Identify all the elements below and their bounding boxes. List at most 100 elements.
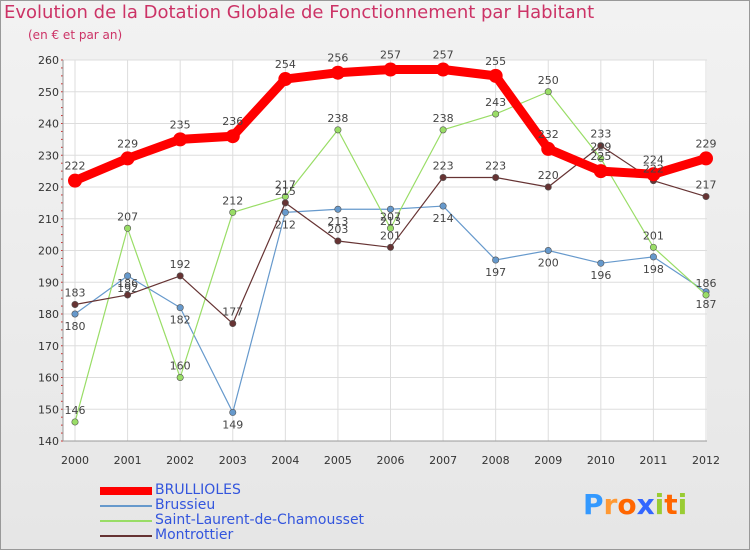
data-label: 232 [538,128,559,141]
data-label: 197 [485,266,506,279]
y-tick-label: 240 [38,118,59,131]
data-label: 214 [433,212,454,225]
legend-item: Saint-Laurent-de-Chamousset [100,513,420,528]
data-label: 256 [327,52,348,65]
data-point [649,253,657,261]
y-tick-label: 170 [38,340,59,353]
data-label: 229 [696,137,717,150]
proxiti-logo: Proxiti [583,488,687,521]
data-point [229,408,237,416]
x-tick-label: 2010 [587,454,615,467]
x-tick-label: 2008 [482,454,510,467]
logo-letter: t [664,488,678,521]
y-tick-label: 260 [38,54,59,67]
data-label: 220 [538,169,559,182]
data-label: 222 [65,160,86,173]
legend-item: Montrottier [100,528,420,543]
data-point [173,132,188,147]
data-point [439,202,447,210]
data-label: 198 [643,263,664,276]
legend: BRULLIOLES Brussieu Saint-Laurent-de-Chamo… [100,483,420,543]
data-label: 183 [65,286,86,299]
x-tick-label: 2003 [219,454,247,467]
data-point [383,62,398,77]
logo-letter: i [677,488,688,521]
legend-swatch [100,535,152,537]
data-label: 146 [65,404,86,417]
x-tick-label: 2002 [166,454,194,467]
data-label: 238 [327,112,348,125]
data-label: 235 [170,118,191,131]
data-label: 229 [590,140,611,153]
data-label: 201 [380,229,401,242]
data-label: 224 [643,153,664,166]
data-label: 229 [117,137,138,150]
data-point [68,173,82,188]
data-point [229,208,237,216]
data-label: 223 [433,159,454,172]
data-label: 217 [275,179,296,192]
legend-swatch [100,487,152,495]
data-point [593,164,608,179]
y-tick-label: 210 [38,213,59,226]
data-point [386,243,394,251]
x-tick-label: 2006 [377,454,405,467]
data-label: 217 [696,179,717,192]
data-label: 201 [643,229,664,242]
logo-letter: r [603,488,618,521]
data-label: 243 [485,96,506,109]
data-label: 186 [696,277,717,290]
data-point [334,205,342,213]
data-label: 212 [275,218,296,231]
data-point [492,110,500,118]
data-point [281,208,289,216]
data-point [176,304,184,312]
logo-letter: i [654,488,665,521]
data-point [492,173,500,181]
y-tick-label: 200 [38,245,59,258]
data-point [120,151,135,166]
data-point [702,291,710,299]
data-label: 212 [222,194,243,207]
x-tick-label: 2001 [114,454,142,467]
data-label: 196 [590,269,611,282]
data-point [334,237,342,245]
data-point [597,142,605,150]
data-point [176,272,184,280]
data-point [436,62,451,77]
data-point [176,373,184,381]
data-label: 192 [170,258,191,271]
data-label: 187 [696,298,717,311]
x-tick-label: 2004 [271,454,299,467]
legend-swatch [100,505,152,507]
data-label: 233 [590,128,611,141]
data-point [124,291,132,299]
data-point [541,141,556,156]
y-tick-label: 220 [38,181,59,194]
data-point [439,173,447,181]
data-point [492,256,500,264]
data-label: 149 [222,418,243,431]
y-tick-label: 190 [38,276,59,289]
data-label: 223 [485,159,506,172]
data-point [439,126,447,134]
y-tick-label: 230 [38,149,59,162]
legend-label: Montrottier [155,527,234,543]
chart-subtitle: (en € et par an) [28,28,123,42]
data-point [71,310,79,318]
legend-item: BRULLIOLES [100,483,420,498]
data-label: 200 [538,257,559,270]
logo-letter: o [617,488,637,521]
x-tick-label: 2012 [692,454,720,467]
x-tick-label: 2000 [61,454,89,467]
x-tick-label: 2011 [639,454,667,467]
data-point [330,65,345,80]
x-tick-label: 2005 [324,454,352,467]
data-label: 182 [170,314,191,327]
data-point [699,151,713,166]
data-point [597,259,605,267]
y-tick-label: 160 [38,372,59,385]
data-label: 236 [222,115,243,128]
y-tick-label: 250 [38,86,59,99]
